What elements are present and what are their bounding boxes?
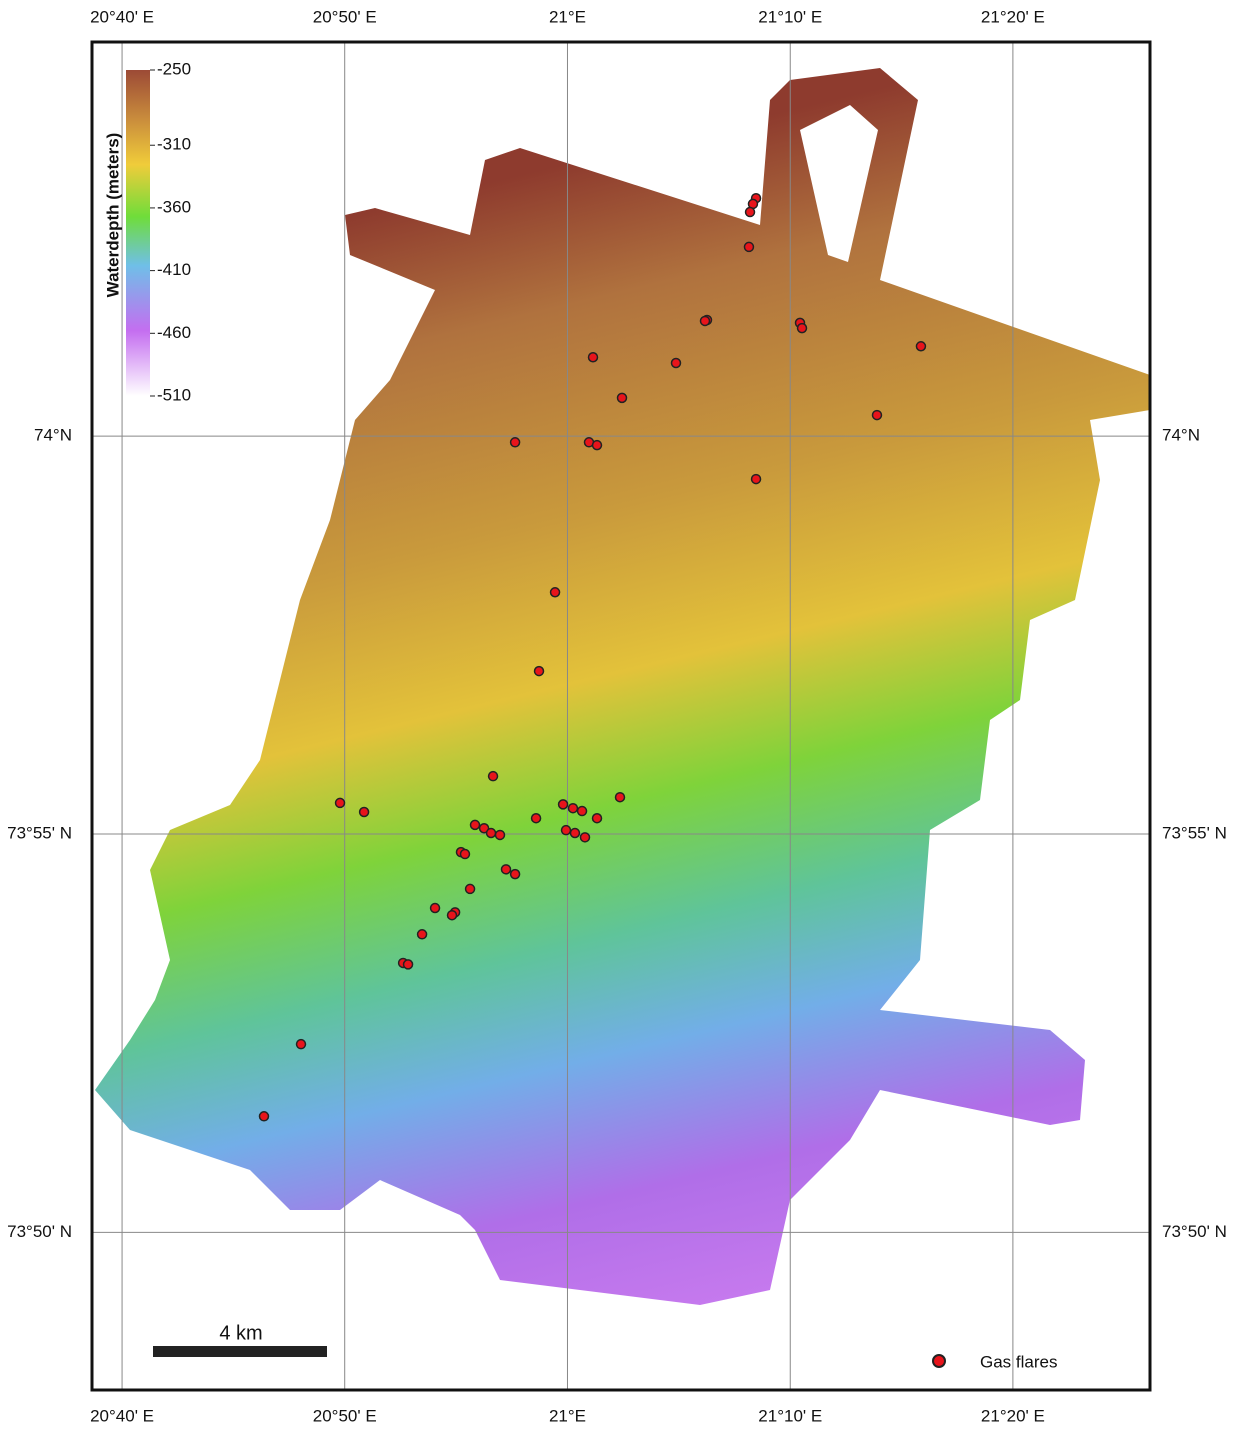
lon-tick-label: 21°E <box>549 7 586 26</box>
scale-bar-label: 4 km <box>219 1322 262 1344</box>
lon-tick-label: 20°40' E <box>90 1406 154 1425</box>
gas-flare <box>562 826 571 835</box>
gas-flare <box>671 358 680 367</box>
gas-flare <box>744 242 753 251</box>
gas-flare <box>700 316 709 325</box>
gas-flare <box>460 850 469 859</box>
gas-flare <box>495 830 504 839</box>
colorbar-tick-label: -510 <box>157 385 191 404</box>
gas-flare <box>418 930 427 939</box>
gas-flare <box>578 807 587 816</box>
lon-tick-label: 21°E <box>549 1406 586 1425</box>
gas-flare <box>535 667 544 676</box>
gas-flare <box>487 829 496 838</box>
gas-flare <box>568 804 577 813</box>
gas-flare <box>360 808 369 817</box>
gas-flare <box>570 829 579 838</box>
gas-flare <box>618 393 627 402</box>
lat-tick-label: 73°50' N <box>1162 1222 1227 1241</box>
bathymetry-swath <box>95 68 1150 1305</box>
gas-flare <box>615 793 624 802</box>
colorbar-tick-label: -310 <box>157 135 191 154</box>
gas-flare <box>404 960 413 969</box>
gas-flare <box>580 833 589 842</box>
lon-tick-label: 21°20' E <box>981 1406 1045 1425</box>
gas-flare <box>297 1040 306 1049</box>
gas-flare <box>466 884 475 893</box>
colorbar-tick-label: -460 <box>157 323 191 342</box>
colorbar-tick-label: -410 <box>157 260 191 279</box>
gas-flare <box>336 798 345 807</box>
lon-tick-label: 20°50' E <box>313 1406 377 1425</box>
colorbar-title: Waterdepth (meters) <box>103 133 122 298</box>
gas-flare <box>532 814 541 823</box>
gas-flare <box>752 475 761 484</box>
lon-tick-label: 21°20' E <box>981 7 1045 26</box>
lon-tick-label: 20°50' E <box>313 7 377 26</box>
scale-bar <box>153 1346 327 1357</box>
map: Waterdepth (meters) -250 -310 -360 -410 -460… <box>0 0 1233 1429</box>
colorbar-tick-label: -250 <box>157 59 191 78</box>
gas-flare <box>589 353 598 362</box>
lat-tick-label: 73°50' N <box>7 1222 72 1241</box>
legend-marker <box>933 1355 945 1367</box>
lon-tick-label: 20°40' E <box>90 7 154 26</box>
gas-flare <box>489 772 498 781</box>
gas-flare <box>259 1112 268 1121</box>
gas-flare <box>471 820 480 829</box>
lon-tick-label: 21°10' E <box>758 1406 822 1425</box>
gas-flare <box>448 911 457 920</box>
gas-flare <box>872 411 881 420</box>
gas-flare <box>431 904 440 913</box>
lon-tick-label: 21°10' E <box>758 7 822 26</box>
gas-flare <box>746 208 755 217</box>
lat-tick-label: 73°55' N <box>7 823 72 842</box>
gas-flare <box>502 865 511 874</box>
colorbar-ramp <box>126 70 150 396</box>
lat-tick-label: 74°N <box>34 426 72 445</box>
colorbar: Waterdepth (meters) -250 -310 -360 -410 -460… <box>103 59 191 404</box>
colorbar-tick-label: -360 <box>157 197 191 216</box>
gas-flare <box>916 342 925 351</box>
lat-tick-label: 74°N <box>1162 426 1200 445</box>
gas-flare <box>551 588 560 597</box>
gas-flare <box>593 441 602 450</box>
gas-flare <box>559 800 568 809</box>
gas-flare <box>511 870 520 879</box>
lat-tick-label: 73°55' N <box>1162 823 1227 842</box>
legend-label: Gas flares <box>980 1352 1057 1371</box>
gas-flare <box>511 438 520 447</box>
gas-flare <box>593 814 602 823</box>
gas-flare <box>798 324 807 333</box>
